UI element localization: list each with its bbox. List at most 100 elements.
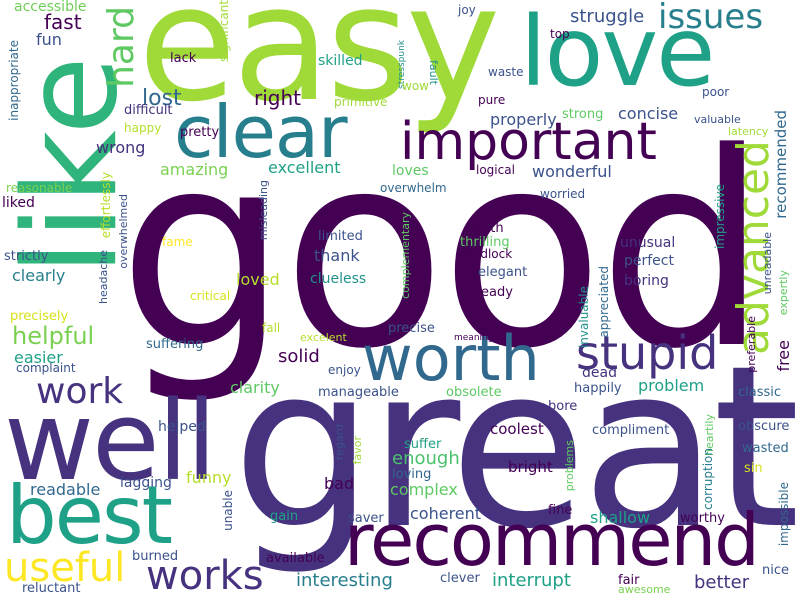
word-loves: loves [392, 163, 429, 179]
word-precisely: precisely [10, 309, 69, 324]
word-strictly: strictly [4, 249, 49, 264]
word-solid: solid [278, 346, 320, 367]
word-awesome: awesome [618, 583, 671, 596]
word-headache: headache [97, 250, 110, 304]
word-coolest: coolest [490, 420, 544, 438]
word-interrupt: interrupt [492, 570, 571, 591]
word-thank: thank [314, 246, 360, 265]
word-lack: lack [170, 51, 197, 66]
word-complementary: complementary [399, 212, 412, 299]
word-stupid: stupid [576, 326, 719, 380]
word-properly: properly [490, 110, 557, 129]
word-clever: clever [440, 571, 480, 586]
word-thrilling: thrilling [460, 235, 510, 250]
word-better: better [694, 572, 750, 593]
word-struggle: struggle [570, 6, 645, 27]
word-saver: saver [348, 511, 384, 526]
word-love: love [520, 0, 715, 108]
word-difficult: difficult [124, 103, 173, 118]
word-pure: pure [478, 93, 506, 107]
word-accessible: accessible [14, 0, 87, 15]
word-unreadable: unreadable [761, 232, 774, 295]
word-clarity: clarity [230, 378, 280, 397]
word-bore: bore [548, 399, 578, 414]
word-readable: readable [30, 480, 101, 499]
word-manageable: manageable [318, 385, 399, 400]
word-pretty: pretty [180, 125, 220, 140]
word-top: top [550, 27, 570, 41]
word-appreciated: appreciated [597, 266, 611, 338]
word-sin: sin [744, 461, 763, 476]
word-great: great [232, 317, 800, 578]
word-precise: precise [388, 321, 435, 336]
word-preferable: preferable [745, 316, 758, 373]
word-loving: loving [392, 467, 432, 482]
word-clearly: clearly [12, 266, 66, 285]
word-gain: gain [270, 509, 299, 524]
word-fall: fall [262, 321, 281, 335]
word-interesting: interesting [296, 570, 393, 591]
word-lagging: lagging [120, 475, 172, 491]
word-obscure: obscure [738, 419, 790, 434]
word-excellent: excellent [268, 158, 341, 177]
word-impressive: impressive [713, 184, 727, 250]
word-corruption: corruption [701, 448, 715, 510]
word-shallow: shallow [590, 508, 651, 527]
word-clear: clear [174, 90, 348, 174]
word-suffering: suffering [146, 337, 204, 352]
word-overwhelmed: overwhelmed [117, 194, 130, 269]
word-fine: fine [548, 503, 573, 518]
word-overwhelm: overwhelm [380, 181, 447, 195]
word-complex: complex [390, 480, 458, 499]
word-strong: strong [562, 107, 604, 122]
word-happily: happily [574, 381, 622, 396]
word-good: good [118, 96, 768, 408]
word-inappropriate: inappropriate [7, 40, 21, 121]
word-wonderful: wonderful [532, 162, 612, 181]
word-excelent: excelent [300, 331, 347, 344]
word-best: best [6, 469, 173, 562]
word-coherent: coherent [410, 504, 482, 523]
word-nice: nice [762, 563, 789, 578]
word-helpful: helpful [12, 322, 95, 350]
word-enjoy: enjoy [328, 363, 361, 377]
word-unusual: unusual [620, 235, 676, 251]
word-wasted: wasted [742, 441, 789, 456]
word-useful: useful [4, 545, 126, 591]
word-happy: happy [124, 121, 162, 135]
word-compliment: compliment [592, 423, 670, 438]
word-skilled: skilled [318, 53, 363, 69]
word-boring: boring [624, 273, 669, 289]
word-ready: ready [476, 285, 513, 300]
word-dead: dead [582, 365, 617, 381]
word-significant: significant [217, 0, 231, 62]
word-reluctant: reluctant [22, 581, 81, 596]
word-fault: fault [427, 60, 440, 85]
word-classic: classic [738, 385, 782, 400]
word-issues: issues [658, 0, 764, 37]
word-fame: fame [162, 235, 193, 249]
word-valuable: valuable [694, 113, 741, 126]
word-loved: loved [236, 270, 280, 289]
word-enough: enough [392, 448, 460, 469]
word-hard: hard [101, 6, 142, 88]
word-free: free [774, 340, 793, 372]
word-regard: regard [333, 424, 346, 461]
word-recommended: recommended [772, 110, 790, 219]
word-impossible: impossible [777, 482, 791, 547]
word-perfect: perfect [624, 253, 674, 269]
word-helped: helped [158, 419, 206, 435]
word-logical: logical [476, 163, 515, 177]
word-wow: wow [402, 79, 429, 93]
word-easier: easier [14, 348, 63, 367]
word-waste: waste [488, 65, 524, 79]
word-bright: bright [508, 458, 553, 476]
word-fun: fun [36, 30, 62, 49]
word-effortlessly: effortlessly [99, 172, 113, 239]
word-concise: concise [618, 104, 679, 123]
word-limited: limited [318, 229, 363, 244]
word-burned: burned [132, 549, 179, 564]
word-available: available [266, 551, 325, 566]
word-worth: worth [362, 322, 540, 395]
word-problem: problem [638, 376, 705, 395]
